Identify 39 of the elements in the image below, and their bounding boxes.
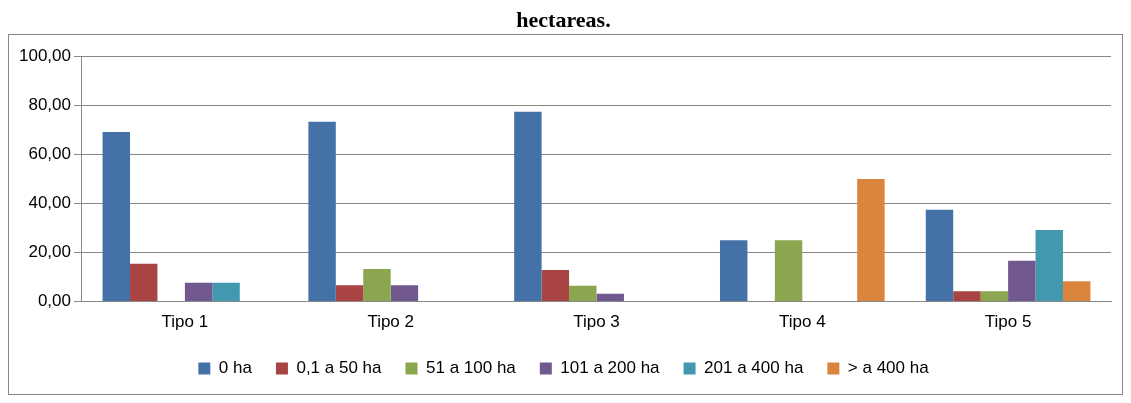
x-tick-label: Tipo 4 bbox=[778, 312, 826, 332]
bar bbox=[514, 111, 542, 302]
bar bbox=[102, 131, 131, 302]
x-tick-label: Tipo 5 bbox=[984, 312, 1032, 332]
bar bbox=[980, 291, 1009, 302]
bar bbox=[596, 293, 624, 302]
x-tick-label: Tipo 3 bbox=[573, 312, 620, 332]
bar bbox=[1035, 230, 1063, 302]
bar bbox=[719, 240, 748, 302]
y-tick-label: 0,00 bbox=[37, 291, 71, 311]
chart-title: hectareas. bbox=[516, 6, 611, 32]
bar bbox=[308, 121, 336, 302]
bar bbox=[569, 285, 597, 302]
bar bbox=[925, 209, 954, 302]
bar bbox=[363, 268, 391, 302]
bar bbox=[774, 240, 803, 302]
y-tick-label: 40,00 bbox=[28, 193, 71, 213]
legend-label: > a 400 ha bbox=[847, 358, 930, 378]
bar bbox=[130, 263, 158, 302]
legend-label: 0,1 a 50 ha bbox=[296, 358, 383, 378]
bar bbox=[857, 179, 885, 302]
bar bbox=[390, 285, 419, 302]
y-tick-label: 80,00 bbox=[28, 95, 71, 115]
bar bbox=[184, 282, 213, 302]
bar bbox=[1008, 260, 1036, 302]
y-tick-label: 100,00 bbox=[19, 46, 71, 66]
legend-label: 0 ha bbox=[218, 358, 253, 378]
x-tick-label: Tipo 2 bbox=[367, 312, 415, 332]
legend-label: 201 a 400 ha bbox=[704, 358, 804, 378]
bar bbox=[335, 285, 364, 302]
legend-label: 101 a 200 ha bbox=[560, 358, 661, 378]
y-tick-label: 60,00 bbox=[28, 144, 71, 164]
bar bbox=[541, 269, 570, 302]
bar bbox=[212, 282, 240, 302]
y-tick-label: 20,00 bbox=[28, 242, 71, 262]
bar bbox=[1062, 281, 1091, 302]
x-tick-label: Tipo 1 bbox=[161, 312, 209, 332]
legend-label: 51 a 100 ha bbox=[426, 358, 517, 378]
bar bbox=[953, 291, 981, 302]
